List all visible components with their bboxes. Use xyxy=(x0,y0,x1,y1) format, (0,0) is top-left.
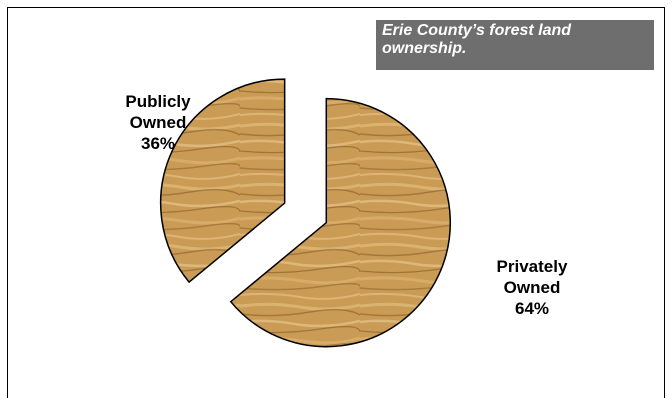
pie-label-line: Privately xyxy=(497,257,568,276)
chart-title-line-2: ownership. xyxy=(382,40,467,57)
chart-title: Erie County’s forest land ownership. xyxy=(376,20,654,70)
pie-slices xyxy=(159,78,452,348)
pie-slice-privately-owned xyxy=(229,97,452,348)
pie-label-line: Owned xyxy=(130,113,187,132)
chart-title-line-1: Erie County’s forest land xyxy=(382,22,572,39)
pie-label-line: Owned xyxy=(504,278,561,297)
pie-labels: Privately Owned 64% Publicly Owned 36% xyxy=(125,92,568,318)
pie-label-line: 64% xyxy=(515,299,549,318)
pie-label-publicly-owned: Publicly Owned 36% xyxy=(125,92,191,153)
pie-label-line: 36% xyxy=(141,134,175,153)
pie-label-privately-owned: Privately Owned 64% xyxy=(497,257,568,318)
pie-label-line: Publicly xyxy=(125,92,191,111)
pie-slice-publicly-owned xyxy=(159,78,286,284)
